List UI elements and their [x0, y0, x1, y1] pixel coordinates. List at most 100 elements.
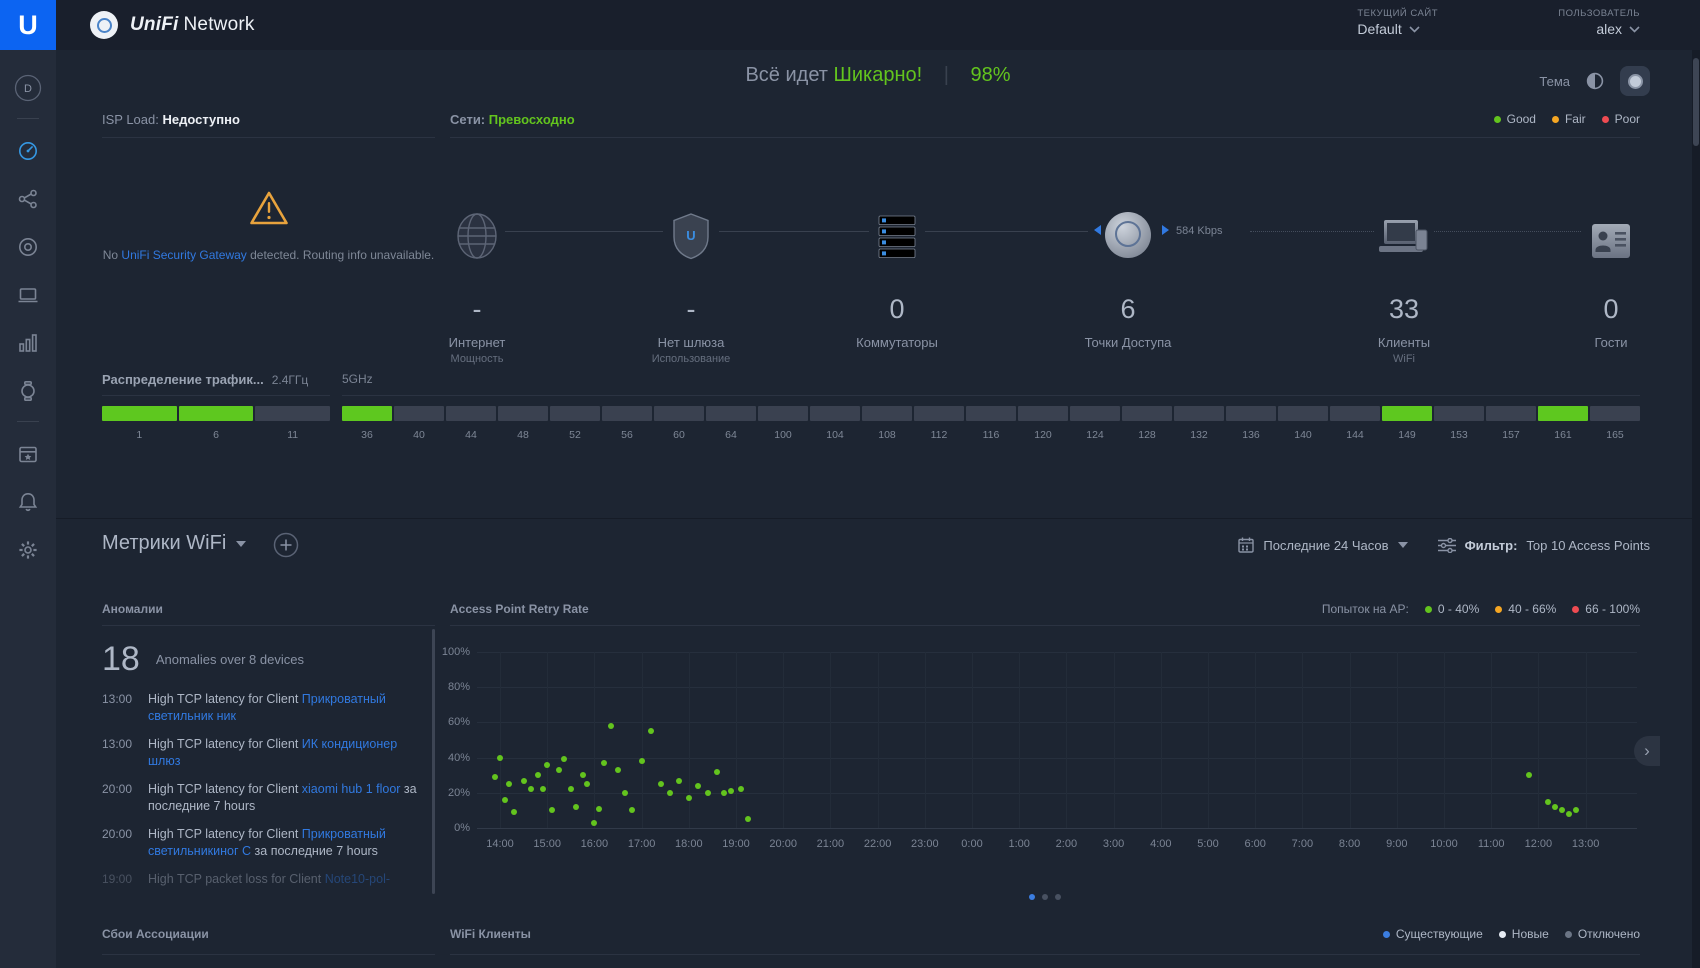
- x-axis-tick: 7:00: [1291, 838, 1314, 850]
- filter-label: Фильтр:: [1464, 537, 1518, 553]
- anomaly-client-link[interactable]: Note10-pol-: [324, 872, 391, 886]
- channel-100-bar: [758, 406, 808, 421]
- chart-pagination: [450, 894, 1640, 900]
- site-selector-value: Default: [1357, 21, 1402, 37]
- page-scrollbar-thumb[interactable]: [1693, 58, 1699, 146]
- add-widget-button[interactable]: [273, 532, 299, 558]
- x-axis-tick: 9:00: [1386, 838, 1408, 850]
- filter-selector[interactable]: Фильтр: Top 10 Access Points: [1437, 537, 1650, 553]
- channel-number: 112: [930, 429, 948, 441]
- node-sublabel: Мощность: [450, 353, 504, 365]
- alerts-icon: [18, 492, 38, 512]
- theme-dark-button[interactable]: [1620, 66, 1650, 96]
- data-point: [638, 758, 645, 765]
- network-node-4[interactable]: 33 Клиенты WiFi: [1334, 204, 1474, 365]
- channel-116-bar: [966, 406, 1016, 421]
- wifi-metrics-dropdown[interactable]: Метрики WiFi: [102, 532, 247, 555]
- channel-number: 124: [1086, 429, 1104, 441]
- site-selector[interactable]: ТЕКУЩИЙ САЙТ Default: [1357, 8, 1438, 37]
- network-node-1[interactable]: U - Нет шлюза Использование: [621, 204, 761, 365]
- status-divider: |: [943, 64, 949, 86]
- data-point: [1551, 803, 1558, 810]
- data-point: [560, 756, 567, 763]
- network-node-0[interactable]: - Интернет Мощность: [407, 204, 547, 365]
- data-point: [501, 796, 508, 803]
- channel-124-bar: [1070, 406, 1120, 421]
- sidebar-item-insights[interactable]: [0, 367, 56, 415]
- chart-legend-label: Попыток на AP:: [1321, 602, 1409, 616]
- sidebar-item-topology[interactable]: [0, 175, 56, 223]
- anomaly-client-link[interactable]: xiaomi hub 1 floor: [301, 782, 401, 796]
- channel-number: 157: [1502, 429, 1520, 441]
- user-selector-label: ПОЛЬЗОВАТЕЛЬ: [1558, 8, 1640, 19]
- ubiquiti-logo[interactable]: U: [0, 0, 56, 50]
- band-5ghz-group: 5GHz 36 40 44 48 52 56 60 64 100 104 108 112 116 120 1…: [342, 372, 1640, 441]
- channel-number: 140: [1294, 429, 1312, 441]
- network-node-5[interactable]: 0 Гости: [1541, 204, 1681, 365]
- x-axis-tick: 19:00: [722, 838, 750, 850]
- x-axis-tick: 2:00: [1055, 838, 1078, 850]
- sidebar-item-controller-d[interactable]: D: [0, 64, 56, 112]
- channel-number: 149: [1398, 429, 1416, 441]
- time-range-selector[interactable]: Последние 24 Часов: [1238, 537, 1408, 553]
- node-sublabel: [1541, 353, 1681, 365]
- tx-arrow-icon: [1162, 225, 1169, 235]
- network-node-2[interactable]: 0 Коммутаторы: [827, 204, 967, 365]
- y-axis-tick: 40%: [447, 751, 470, 764]
- devices-icon: [18, 237, 38, 257]
- network-node-3[interactable]: 6 Точки Доступа: [1058, 204, 1198, 365]
- anomaly-client-link[interactable]: ИК кондиционер шлюз: [148, 737, 398, 768]
- channel-56-bar: [602, 406, 652, 421]
- channel-11-bar: [255, 406, 331, 421]
- filter-value: Top 10 Access Points: [1526, 537, 1650, 553]
- networks-header: Сети: Превосходно: [450, 112, 1640, 138]
- data-point: [511, 809, 518, 816]
- data-point: [728, 788, 735, 794]
- anomalies-scrollbar[interactable]: [432, 629, 435, 894]
- data-point: [556, 766, 562, 773]
- data-point: [721, 789, 728, 796]
- sidebar-item-dashboard[interactable]: [0, 127, 56, 175]
- globe-icon: [456, 212, 498, 260]
- svg-text:U: U: [686, 228, 695, 243]
- y-axis-tick: 60%: [447, 716, 470, 729]
- anomaly-client-link[interactable]: Прикроватный светильник ник: [148, 692, 386, 723]
- theme-light-button[interactable]: [1580, 66, 1610, 96]
- user-selector[interactable]: ПОЛЬЗОВАТЕЛЬ alex: [1558, 8, 1640, 37]
- sidebar-item-devices[interactable]: [0, 223, 56, 271]
- topology-icon: [18, 189, 38, 209]
- link-line: [925, 231, 1088, 232]
- channel-108-bar: [862, 406, 912, 421]
- carousel-next-button[interactable]: ›: [1634, 736, 1660, 766]
- sidebar-item-settings[interactable]: [0, 526, 56, 574]
- anomaly-client-link[interactable]: Прикроватный светильникиног С: [148, 827, 386, 858]
- status-prefix: Всё идет: [745, 64, 828, 86]
- rail-divider: [17, 118, 39, 119]
- channel-128-bar: [1122, 406, 1172, 421]
- usg-link[interactable]: UniFi Security Gateway: [121, 248, 247, 262]
- data-point: [1559, 807, 1565, 814]
- left-nav-rail: D: [0, 50, 56, 968]
- channel-number: 1: [136, 429, 143, 441]
- rx-arrow-icon: [1094, 225, 1101, 235]
- sidebar-item-alerts[interactable]: [0, 478, 56, 526]
- sidebar-item-clients[interactable]: [0, 271, 56, 319]
- data-point: [600, 759, 607, 766]
- channel-1-bar: [102, 406, 177, 421]
- channel-number: 153: [1450, 429, 1468, 441]
- anomaly-text: High TCP latency for Client Прикроватный…: [148, 692, 386, 723]
- data-point: [607, 722, 614, 729]
- node-sublabel: Использование: [651, 353, 731, 365]
- sidebar-item-events[interactable]: [0, 430, 56, 478]
- half-moon-icon: [1586, 72, 1604, 90]
- page-scrollbar[interactable]: [1692, 50, 1700, 968]
- channel-112-bar: [914, 406, 964, 421]
- pagination-dot[interactable]: [1042, 894, 1048, 900]
- channel-number: 116: [982, 429, 1000, 441]
- x-axis-tick: 12:00: [1524, 838, 1553, 850]
- x-axis-tick: 4:00: [1150, 838, 1172, 850]
- sidebar-item-statistics[interactable]: [0, 319, 56, 367]
- pagination-dot[interactable]: [1055, 894, 1061, 900]
- pagination-dot[interactable]: [1029, 894, 1035, 900]
- y-axis-tick: 100%: [441, 646, 470, 658]
